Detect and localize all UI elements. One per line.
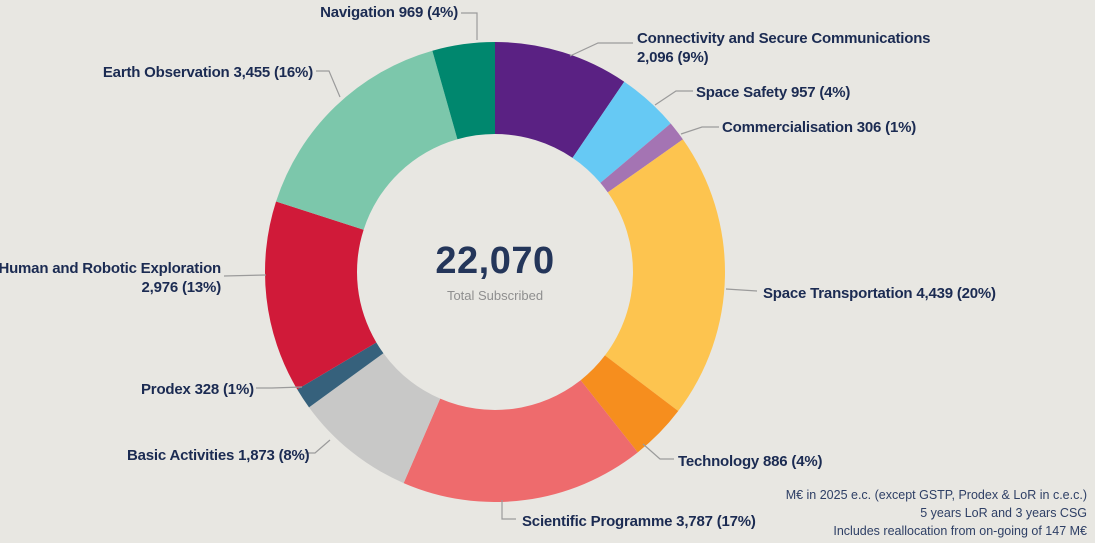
leader-line-commercialisation bbox=[680, 126, 719, 135]
pie-segment-prodex[interactable] bbox=[297, 342, 384, 408]
segment-label-basic-activities: Basic Activities 1,873 (8%) bbox=[127, 447, 310, 464]
leader-line-space-safety bbox=[654, 90, 693, 106]
pie-segment-navigation[interactable] bbox=[432, 42, 495, 140]
pie-segment-technology[interactable] bbox=[580, 355, 679, 453]
leader-line-technology bbox=[642, 443, 674, 460]
pie-segment-earth-observation[interactable] bbox=[276, 50, 458, 230]
footnote-line-3: Includes reallocation from on-going of 1… bbox=[833, 524, 1087, 538]
pie-segments-group bbox=[264, 42, 725, 502]
segment-label-earth-observation: Earth Observation 3,455 (16%) bbox=[102, 64, 313, 81]
chart-center-text: 22,070 Total Subscribed bbox=[345, 241, 645, 303]
pie-segment-commercialisation[interactable] bbox=[600, 123, 683, 193]
pie-segment-space-safety[interactable] bbox=[572, 81, 671, 183]
leader-line-prodex bbox=[256, 386, 303, 389]
segment-label-prodex: Prodex 328 (1%) bbox=[141, 381, 254, 398]
segment-label-connectivity-and-secure-communications: Connectivity and Secure Communications 2,… bbox=[637, 30, 931, 66]
segment-label-space-transportation: Space Transportation 4,439 (20%) bbox=[763, 285, 996, 302]
leader-line-human-and-robotic-exploration bbox=[223, 274, 267, 277]
pie-segment-scientific-programme[interactable] bbox=[403, 380, 638, 502]
leader-line-scientific-programme bbox=[501, 500, 516, 520]
pie-segment-connectivity-and-secure-communications[interactable] bbox=[495, 42, 625, 158]
segment-label-navigation: Navigation 969 (4%) bbox=[320, 4, 458, 21]
leader-line-connectivity-and-secure-communications bbox=[569, 42, 633, 57]
footnote-line-2: 5 years LoR and 3 years CSG bbox=[920, 506, 1087, 520]
total-subscribed-label: Total Subscribed bbox=[446, 288, 544, 303]
segment-label-scientific-programme: Scientific Programme 3,787 (17%) bbox=[522, 513, 756, 530]
segment-label-commercialisation: Commercialisation 306 (1%) bbox=[722, 119, 917, 136]
leader-line-space-transportation bbox=[725, 288, 758, 292]
leader-lines-group bbox=[223, 12, 758, 520]
total-subscribed-value: 22,070 bbox=[435, 240, 555, 282]
leader-line-navigation bbox=[461, 12, 478, 40]
pie-segment-space-transportation[interactable] bbox=[604, 139, 725, 412]
footnote-line-1: M€ in 2025 e.c. (except GSTP, Prodex & L… bbox=[785, 488, 1087, 502]
pie-segment-human-and-robotic-exploration[interactable] bbox=[264, 201, 377, 390]
segment-label-technology: Technology 886 (4%) bbox=[678, 453, 823, 470]
pie-segment-basic-activities[interactable] bbox=[309, 353, 441, 484]
leader-line-earth-observation bbox=[316, 70, 341, 98]
leader-line-basic-activities bbox=[305, 439, 331, 454]
segment-label-space-safety: Space Safety 957 (4%) bbox=[696, 84, 851, 101]
segment-label-human-and-robotic-exploration: Human and Robotic Exploration 2,976 (13%) bbox=[0, 260, 221, 296]
footnotes: M€ in 2025 e.c. (except GSTP, Prodex & L… bbox=[786, 486, 1087, 540]
